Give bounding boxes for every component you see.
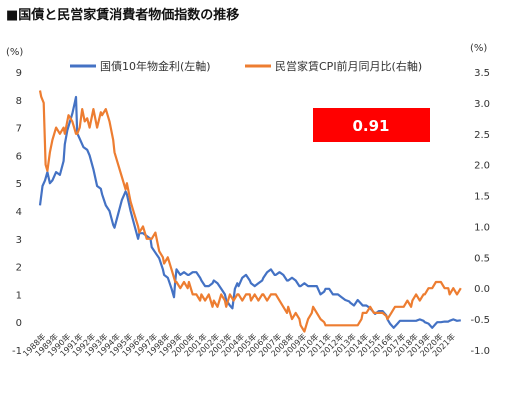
right-tick-label: 0.0 [474,284,490,295]
value-badge-box [313,108,430,142]
right-tick-label: -1.0 [470,346,490,357]
plot-area [38,90,462,333]
left-tick-label: 4 [16,207,22,218]
right-tick-label: -0.5 [470,315,490,326]
left-tick-label: 5 [16,179,22,190]
chart-title: ■国債と民営家賃消費者物価指数の推移 [6,7,239,23]
x-axis-year-labels: 1988年1989年1990年1991年1992年1993年1994年1995年… [20,331,457,358]
legend-label-jgb: 国債10年物金利(左軸) [100,59,211,73]
left-tick-label: 3 [16,235,22,246]
value-badge-text: 0.91 [352,117,389,135]
left-tick-label: 6 [16,151,22,162]
value-badge: 0.91 [313,108,430,142]
right-tick-label: 3.0 [474,99,490,110]
left-tick-label: 7 [16,124,22,135]
left-tick-label: 9 [16,68,22,79]
left-tick-label: -1 [12,346,22,357]
legend: 国債10年物金利(左軸) 民営家賃CPI前月同月比(右軸) [70,59,422,73]
left-tick-label: 1 [16,290,22,301]
right-axis-ticks: -1.0 -0.5 0.0 0.5 1.0 1.5 2.0 2.5 3.0 3.5 [470,68,490,357]
right-tick-label: 3.5 [474,68,490,79]
left-tick-label: 8 [16,96,22,107]
right-tick-label: 2.5 [474,130,490,141]
right-tick-label: 1.5 [474,192,490,203]
legend-label-rent-cpi: 民営家賃CPI前月同月比(右軸) [275,59,422,73]
left-tick-label: 0 [16,318,22,329]
series-line-rent-cpi [38,90,462,333]
right-tick-label: 2.0 [474,161,490,172]
left-tick-label: 2 [16,263,22,274]
right-axis-unit: (%) [470,43,487,54]
left-axis-unit: (%) [6,47,23,58]
right-tick-label: 1.0 [474,222,490,233]
right-tick-label: 0.5 [474,253,490,264]
left-axis-ticks: -1 0 1 2 3 4 5 6 7 8 9 [12,68,22,357]
